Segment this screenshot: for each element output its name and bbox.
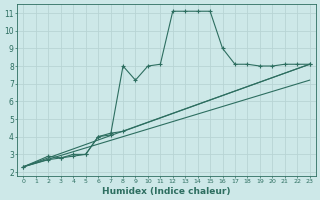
X-axis label: Humidex (Indice chaleur): Humidex (Indice chaleur)	[102, 187, 231, 196]
